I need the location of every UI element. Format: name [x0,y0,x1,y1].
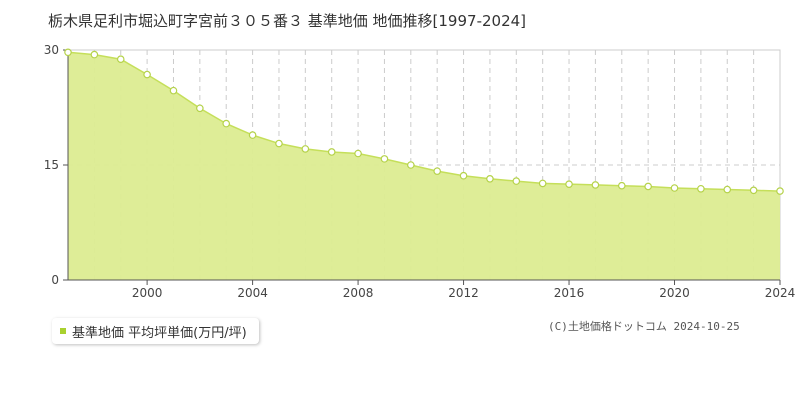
data-point-2022 [723,185,732,194]
x-tick-label-2004: 2004 [237,286,268,300]
data-point-2003 [222,119,231,128]
data-point-2024 [776,187,784,195]
y-tick-label-15: 15 [44,158,59,172]
data-point-2001 [169,86,178,95]
data-point-2010 [407,161,415,169]
data-point-2009 [380,155,389,163]
data-point-2000 [143,70,151,79]
data-point-2019 [644,182,652,191]
data-point-2021 [697,184,705,193]
data-point-2015 [538,179,547,188]
x-tick-label-2016: 2016 [554,286,585,300]
x-tick-label-2000: 2000 [132,286,163,300]
area-fill [68,52,780,280]
series-line [67,51,781,192]
legend: 基準地価 平均坪単価(万円/坪) [52,318,259,344]
data-point-2006 [301,145,310,153]
data-points [64,48,784,195]
copyright-text: (C)土地価格ドットコム 2024-10-25 [548,320,740,333]
y-tick-label-30: 30 [44,43,59,57]
x-tick-label-2024: 2024 [765,286,796,300]
legend-label: 基準地価 平均坪単価(万円/坪) [72,325,247,341]
x-tick-label-2020: 2020 [659,286,690,300]
data-point-2007 [327,148,336,156]
legend-swatch [60,328,66,334]
data-point-2017 [591,181,600,189]
y-tick-label-0: 0 [51,273,59,287]
tick-labels: 0 15 30 2000 2004 2008 2012 2016 2020 2024 [44,43,796,300]
chart-title: 栃木県足利市堀込町字宮前３０５番３ 基準地価 地価推移[1997-2024] [48,12,527,30]
data-point-2011 [433,167,441,175]
data-point-1999 [116,55,125,64]
data-point-2013 [486,175,494,183]
data-point-2014 [512,177,521,185]
data-point-2012 [459,171,468,180]
data-point-1998 [90,50,99,59]
data-point-2008 [354,149,362,158]
data-point-2002 [196,104,204,113]
data-point-2020 [670,184,679,192]
x-tick-label-2012: 2012 [448,286,479,300]
data-point-2004 [248,131,257,139]
x-tick-label-2008: 2008 [343,286,374,300]
data-point-2023 [749,186,758,195]
data-point-1997 [64,48,72,57]
data-point-2016 [565,180,573,188]
data-point-2018 [617,181,626,190]
data-point-2005 [275,139,283,148]
